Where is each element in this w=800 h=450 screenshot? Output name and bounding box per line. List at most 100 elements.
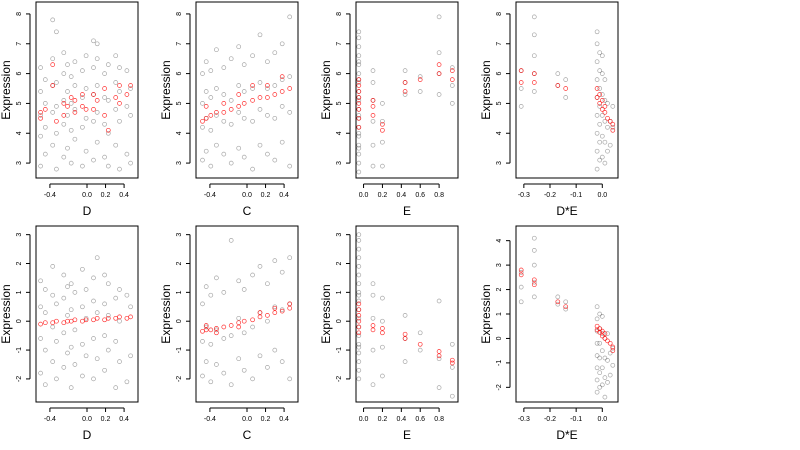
observed-point <box>555 71 561 76</box>
fitted-point <box>272 305 278 311</box>
observed-point <box>599 365 605 371</box>
observed-point <box>68 281 74 287</box>
plot-frame <box>355 225 459 403</box>
fitted-point <box>61 113 67 118</box>
fitted-point <box>607 118 613 124</box>
plot-frame <box>515 1 619 179</box>
fitted-point <box>265 95 270 100</box>
observed-point <box>83 115 89 121</box>
fitted-point <box>54 118 59 124</box>
observed-point <box>65 313 70 318</box>
observed-point <box>370 281 376 287</box>
fitted-point <box>257 310 263 315</box>
observed-point <box>214 113 219 118</box>
observed-points <box>200 238 293 388</box>
observed-point <box>228 56 234 62</box>
observed-point <box>594 77 600 82</box>
y-tick-label: 6 <box>496 72 503 76</box>
fitted-point <box>356 83 362 88</box>
observed-point <box>208 341 214 347</box>
x-tick-label: 0.0 <box>359 192 369 199</box>
x-tick-label: 0.2 <box>261 416 271 423</box>
observed-point <box>128 160 133 166</box>
y-tick-label: 0 <box>496 336 503 340</box>
observed-point <box>221 65 227 70</box>
observed-point <box>594 41 600 47</box>
observed-point <box>597 340 603 346</box>
observed-point <box>594 113 600 118</box>
x-tick-label: -0.4 <box>44 192 56 199</box>
observed-point <box>128 353 133 359</box>
fitted-point <box>531 80 537 85</box>
observed-point <box>356 281 362 287</box>
y-tick-label: 4 <box>16 131 23 135</box>
observed-point <box>370 142 376 148</box>
observed-point <box>214 327 219 333</box>
observed-point <box>113 53 119 59</box>
observed-point <box>214 275 219 281</box>
observed-point <box>83 353 89 359</box>
scatter-panel: -0.3 -0.2 -0.1 0.0 -2 -1 0 1 2 3 4 D*E Expression <box>479 225 619 442</box>
observed-point <box>214 47 219 53</box>
fitted-point <box>402 331 408 337</box>
fitted-point <box>228 323 234 328</box>
observed-point <box>203 284 209 289</box>
observed-point <box>370 163 376 169</box>
fitted-point <box>241 101 247 106</box>
observed-point <box>94 310 100 315</box>
fitted-point <box>124 92 130 97</box>
observed-point <box>272 304 278 310</box>
x-tick-label: 0.0 <box>242 192 252 199</box>
observed-point <box>102 301 107 307</box>
observed-point <box>356 298 362 304</box>
observed-point <box>50 110 56 115</box>
observed-point <box>279 104 285 109</box>
fitted-point <box>402 336 408 341</box>
y-tick-label: 3 <box>336 233 343 237</box>
y-tick-label: 7 <box>16 42 23 46</box>
observed-point <box>228 98 234 103</box>
observed-point <box>91 118 96 124</box>
fitted-point <box>449 360 455 366</box>
observed-point <box>42 77 48 82</box>
observed-point <box>402 68 408 73</box>
y-axis-title: Expression <box>0 284 13 343</box>
observed-point <box>200 71 205 76</box>
observed-points <box>38 17 133 172</box>
observed-point <box>250 324 255 330</box>
observed-point <box>356 160 362 166</box>
observed-point <box>68 307 74 313</box>
fitted-point <box>356 115 362 121</box>
observed-point <box>257 107 263 112</box>
x-tick-label: 0.4 <box>279 416 289 423</box>
fitted-point <box>518 272 524 278</box>
fitted-point <box>287 305 293 311</box>
observed-point <box>594 340 600 346</box>
fitted-point <box>257 95 263 100</box>
observed-point <box>356 344 362 350</box>
fitted-point <box>61 101 67 106</box>
observed-point <box>287 376 293 382</box>
observed-point <box>402 313 408 318</box>
fitted-points <box>518 68 616 133</box>
observed-point <box>236 110 242 115</box>
observed-point <box>356 80 362 85</box>
observed-point <box>605 124 610 130</box>
observed-point <box>602 355 608 361</box>
observed-point <box>42 151 48 157</box>
fitted-point <box>72 110 78 115</box>
observed-point <box>370 80 376 85</box>
observed-point <box>356 35 362 41</box>
y-tick-label: 0 <box>176 319 183 323</box>
observed-point <box>356 71 362 76</box>
observed-point <box>449 101 455 106</box>
fitted-point <box>113 315 119 321</box>
fitted-point <box>257 314 263 320</box>
observed-point <box>91 65 96 70</box>
observed-point <box>436 298 442 304</box>
observed-point <box>94 56 100 62</box>
observed-point <box>356 169 362 175</box>
observed-point <box>287 74 293 79</box>
fitted-point <box>380 330 385 336</box>
observed-point <box>91 376 96 382</box>
